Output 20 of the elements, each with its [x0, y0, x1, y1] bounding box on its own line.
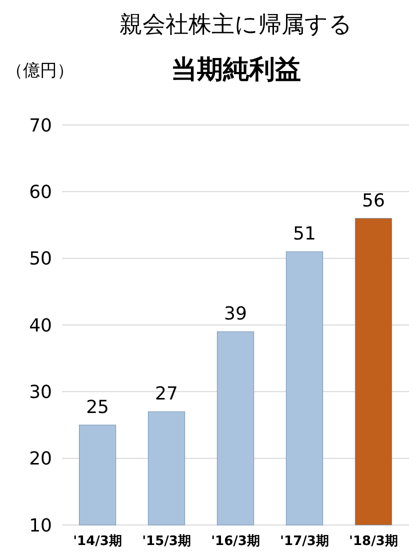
y-tick-label: 10	[29, 515, 52, 536]
y-tick-label: 20	[29, 448, 52, 470]
y-tick-label: 50	[29, 248, 52, 270]
data-label: 25	[86, 397, 109, 418]
data-label: 27	[155, 384, 178, 405]
x-tick-label: '18/3期	[349, 534, 398, 549]
y-tick-label: 60	[29, 182, 52, 203]
x-tick-label: '17/3期	[280, 534, 329, 549]
y-tick-label: 30	[29, 382, 52, 403]
data-label: 56	[362, 190, 385, 212]
y-axis-title: （億円）	[6, 61, 74, 81]
data-label: 51	[293, 224, 316, 245]
x-tick-label: '14/3期	[73, 534, 122, 549]
y-tick-label: 70	[29, 115, 52, 136]
chart-title: 親会社株主に帰属する	[120, 12, 352, 38]
y-tick-label: 40	[29, 315, 52, 336]
chart-subtitle: 当期純利益	[171, 55, 301, 85]
data-label: 39	[224, 304, 247, 325]
x-tick-label: '15/3期	[142, 534, 191, 549]
x-tick-label: '16/3期	[211, 534, 260, 549]
